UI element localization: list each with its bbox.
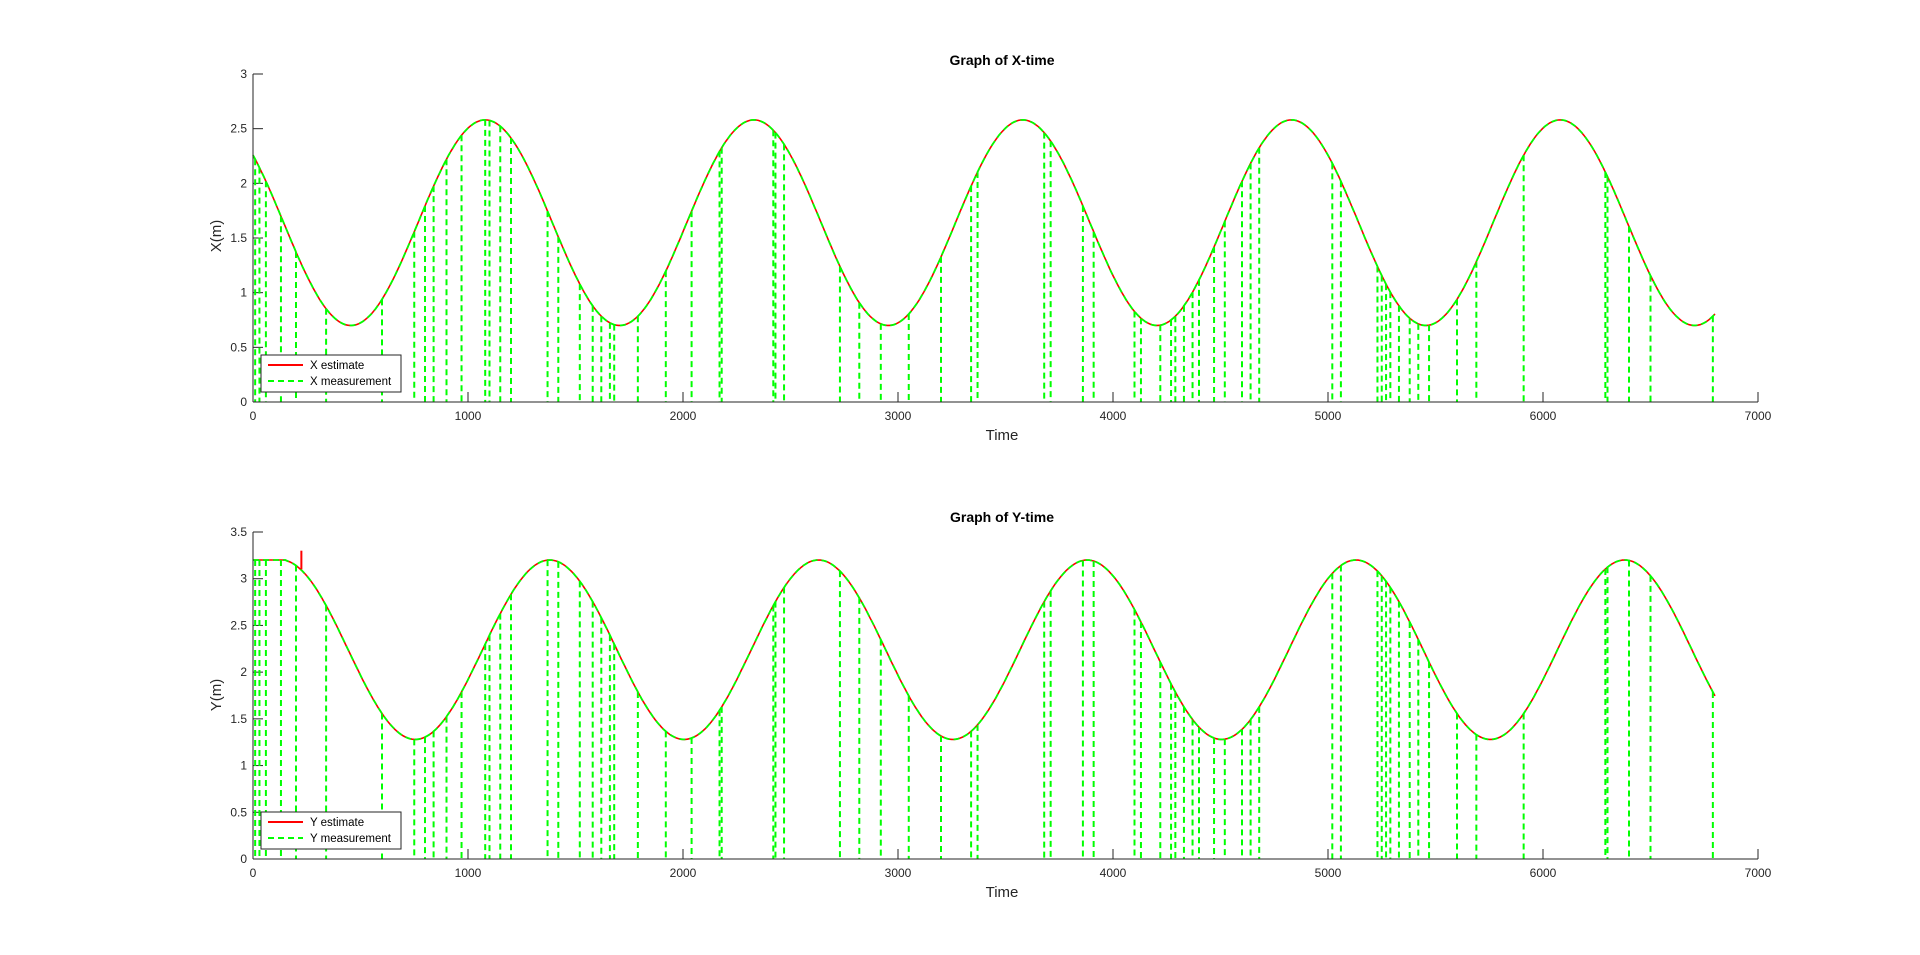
x-x-tick-label: 0 [250,409,257,423]
y-y-tick-label: 3 [240,572,247,586]
x-y-tick-label: 0.5 [230,340,247,354]
x-x-tick-label: 5000 [1315,409,1342,423]
y-plot-ylabel: Y(m) [208,679,225,712]
x-x-tick-label: 6000 [1530,409,1557,423]
y-y-tick-label: 0.5 [230,805,247,819]
x-x-tick-label: 7000 [1745,409,1772,423]
legend-box [260,811,402,850]
x-y-tick-label: 1 [240,286,247,300]
x-y-tick-label: 0 [240,395,247,409]
x-x-tick-label: 1000 [455,409,482,423]
y-y-tick-label: 1.5 [230,712,247,726]
legend-box [260,354,402,393]
y-x-tick-label: 0 [250,866,257,880]
y-plot-legend[interactable]: Y estimate Y measurement [260,811,402,850]
x-y-tick-label: 2.5 [230,122,247,136]
y-plot-xlabel: Time [986,884,1019,901]
y-plot-xticks: 0 1000 2000 3000 4000 5000 6000 7000 [250,849,1772,880]
y-y-tick-label: 2 [240,665,247,679]
legend-label-x-estimate: X estimate [310,360,364,372]
x-x-tick-label: 2000 [670,409,697,423]
y-y-tick-label: 2.5 [230,618,247,632]
x-x-tick-label: 4000 [1100,409,1127,423]
y-plot-traces [253,550,1716,859]
x-plot-legend[interactable]: X estimate X measurement [260,354,402,393]
y-plot-title: Graph of Y-time [950,509,1054,525]
x-plot-yticks: 0 0.5 1 1.5 2 2.5 3 [230,67,263,409]
y-x-tick-label: 7000 [1745,866,1772,880]
y-plot-yticks: 0 0.5 1 1.5 2 2.5 3 3.5 [230,525,263,866]
x-y-tick-label: 2 [240,176,247,190]
x-plot-title: Graph of X-time [949,52,1054,68]
y-x-tick-label: 2000 [670,866,697,880]
y-x-tick-label: 6000 [1530,866,1557,880]
y-estimate-line [253,559,1716,741]
y-x-tick-label: 1000 [455,866,482,880]
x-plot-xticks: 0 1000 2000 3000 4000 5000 6000 7000 [250,392,1772,423]
y-plot-axes [252,532,1758,860]
x-measurement-line [252,118,1716,327]
x-plot-ylabel: X(m) [208,220,225,253]
x-time-subplot: Graph of X-time Time X(m) 0 1000 2000 3000 4… [208,52,1772,444]
y-x-tick-label: 4000 [1100,866,1127,880]
x-plot-axes [252,74,1758,403]
x-estimate-line [252,119,1716,327]
y-time-subplot: Graph of Y-time Time Y(m) 0 1000 2000 3000 4… [208,509,1772,901]
y-y-tick-label: 1 [240,759,247,773]
x-plot-traces [252,118,1716,402]
x-y-tick-label: 1.5 [230,231,247,245]
y-x-tick-label: 3000 [885,866,912,880]
y-y-tick-label: 0 [240,852,247,866]
x-x-tick-label: 3000 [885,409,912,423]
x-y-tick-label: 3 [240,67,247,81]
legend-label-y-estimate: Y estimate [310,817,364,829]
y-measurement-line [253,559,1716,741]
legend-label-x-measurement: X measurement [310,376,392,388]
legend-label-y-measurement: Y measurement [310,833,392,845]
y-y-tick-label: 3.5 [230,525,247,539]
y-x-tick-label: 5000 [1315,866,1342,880]
x-plot-xlabel: Time [986,427,1019,444]
